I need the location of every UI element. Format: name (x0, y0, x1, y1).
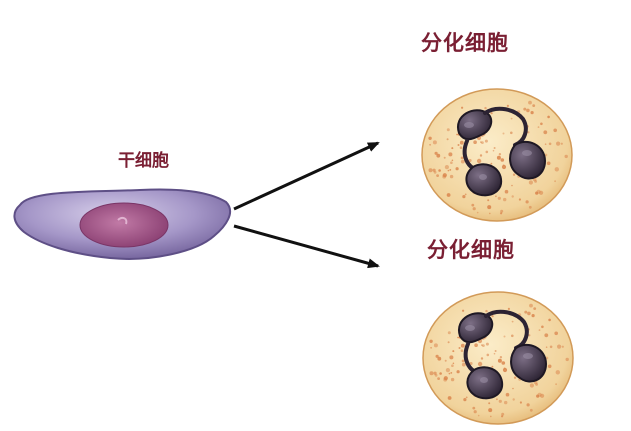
stem-cell-label: 干细胞 (118, 150, 169, 171)
differentiated-cell-label-bottom: 分化细胞 (427, 238, 515, 262)
differentiated-cell-label-top: 分化细胞 (421, 31, 509, 55)
arrow-right-icon (233, 224, 380, 269)
differentiated-cell-top (420, 87, 574, 223)
differentiated-cell-bottom (421, 290, 575, 426)
stem-cell-nucleus (79, 202, 169, 248)
arrow-right-icon (233, 141, 380, 211)
stem-cell (13, 188, 232, 260)
